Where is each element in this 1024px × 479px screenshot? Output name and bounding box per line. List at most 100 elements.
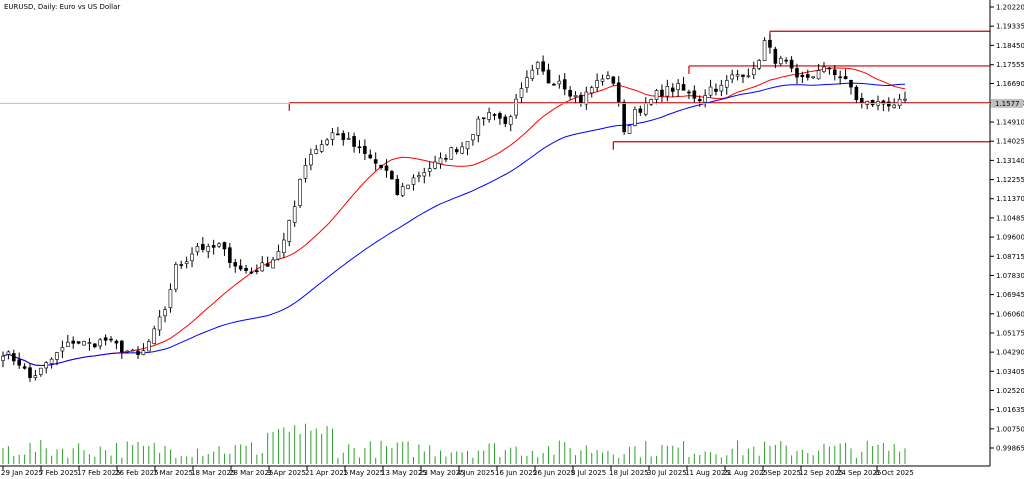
candle-body xyxy=(735,74,740,77)
candle xyxy=(314,144,319,155)
candle-body xyxy=(363,145,367,154)
time-tick-label: 1 May 2025 xyxy=(343,469,384,477)
candle xyxy=(125,350,130,354)
candle-body xyxy=(492,114,497,116)
candle xyxy=(492,113,497,121)
candle xyxy=(622,99,626,135)
candle-body xyxy=(573,94,578,98)
candle xyxy=(557,74,562,89)
candle xyxy=(746,68,751,79)
candle-body xyxy=(454,149,459,153)
candle xyxy=(141,343,146,356)
candle-body xyxy=(535,62,540,69)
time-tick-label: 18 Jul 2025 xyxy=(609,469,649,477)
candle-body xyxy=(346,137,351,140)
candle xyxy=(341,130,346,146)
candle-body xyxy=(373,159,378,164)
candle-body xyxy=(670,87,675,92)
candle-body xyxy=(708,86,713,96)
candle-body xyxy=(778,57,783,65)
candle-body xyxy=(395,178,400,195)
candle-body xyxy=(352,136,356,147)
candle xyxy=(719,80,724,97)
candle xyxy=(665,79,670,102)
candle xyxy=(22,363,27,370)
candle-body xyxy=(282,239,286,253)
candle xyxy=(249,267,254,275)
candle-body xyxy=(498,113,502,119)
candle-body xyxy=(325,139,329,145)
candle-body xyxy=(287,220,292,242)
candle-body xyxy=(525,77,529,88)
price-tick-label: 1.18450 xyxy=(996,42,1024,50)
candle xyxy=(238,259,243,272)
current-price-label: 1.1577 xyxy=(995,100,1020,108)
candle xyxy=(114,339,119,350)
candle-body xyxy=(1,355,5,361)
candle xyxy=(28,363,32,382)
candle-body xyxy=(757,60,761,69)
candle xyxy=(903,91,907,103)
time-tick-label: 13 May 2025 xyxy=(381,469,427,477)
candle-body xyxy=(541,61,545,72)
candle-body xyxy=(600,78,605,82)
candle xyxy=(519,82,524,104)
candle xyxy=(508,114,513,132)
candle-body xyxy=(805,74,810,78)
time-tick-label: 4 Jun 2025 xyxy=(457,469,495,477)
time-tick-label: 21 Apr 2025 xyxy=(305,469,348,477)
candle-body xyxy=(665,85,670,97)
candle xyxy=(12,349,16,366)
candle-body xyxy=(249,271,254,274)
candle-body xyxy=(579,94,583,104)
candle xyxy=(708,79,713,98)
candle-body xyxy=(114,340,119,344)
candle xyxy=(190,247,194,268)
candle-body xyxy=(886,101,891,107)
candle-body xyxy=(654,90,659,100)
price-tick-label: 1.10485 xyxy=(996,214,1024,222)
candle-body xyxy=(773,48,778,64)
candle xyxy=(454,146,459,155)
candle xyxy=(174,261,178,293)
candle xyxy=(849,79,853,95)
time-tick-label: 29 Jan 2025 xyxy=(1,469,43,477)
candle xyxy=(55,351,59,366)
candle-body xyxy=(260,262,265,272)
candle xyxy=(76,341,81,345)
candle xyxy=(697,95,702,107)
candle xyxy=(784,57,788,64)
candle-body xyxy=(309,154,313,166)
candle xyxy=(44,361,49,374)
candle-body xyxy=(714,88,718,92)
candle xyxy=(71,336,76,349)
candle-body xyxy=(838,76,842,79)
candle-body xyxy=(120,340,124,353)
price-tick-label: 1.12255 xyxy=(996,176,1024,184)
candle-body xyxy=(319,144,324,152)
time-tick-label: 30 Jul 2025 xyxy=(647,469,687,477)
candle xyxy=(805,69,810,81)
candle xyxy=(681,76,686,91)
candle xyxy=(778,55,783,66)
candle xyxy=(568,86,572,100)
candle xyxy=(233,259,238,273)
candle xyxy=(152,325,157,345)
candle-body xyxy=(147,341,151,352)
candle-body xyxy=(271,259,275,269)
candle xyxy=(184,256,189,269)
candle-body xyxy=(800,74,805,77)
price-tick-label: 1.07830 xyxy=(996,272,1024,280)
candle xyxy=(546,63,551,84)
candle-body xyxy=(379,164,383,169)
candle-body xyxy=(276,251,281,260)
candle xyxy=(49,357,54,369)
candle-body xyxy=(141,350,146,355)
candle xyxy=(886,97,891,112)
candle-body xyxy=(411,177,416,185)
candle-body xyxy=(211,245,216,248)
candle-body xyxy=(616,82,621,102)
candle xyxy=(498,111,502,125)
candle xyxy=(552,82,556,86)
